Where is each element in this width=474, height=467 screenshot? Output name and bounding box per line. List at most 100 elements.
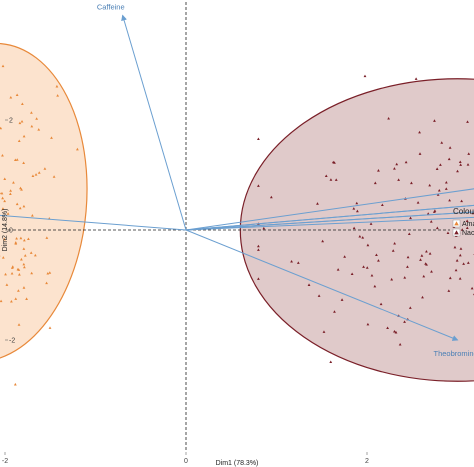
point-nac	[373, 284, 377, 288]
point-nac	[448, 276, 452, 280]
point-amaz	[1, 64, 5, 68]
point-amaz	[22, 265, 26, 269]
point-amaz	[16, 267, 20, 271]
point-nac	[470, 286, 474, 290]
x-axis-title: Dim1 (78.3%)	[216, 460, 259, 467]
point-amaz	[9, 189, 13, 192]
point-amaz	[0, 192, 1, 194]
point-nac	[343, 255, 347, 258]
point-nac	[460, 228, 464, 231]
point-amaz	[5, 283, 9, 286]
point-nac	[444, 180, 448, 184]
point-nac	[321, 239, 325, 243]
point-amaz	[30, 271, 34, 275]
group-ellipses	[0, 42, 474, 382]
point-amaz	[27, 237, 30, 240]
point-nac	[316, 202, 319, 205]
point-nac	[447, 157, 451, 161]
point-nac	[444, 187, 448, 190]
point-amaz	[22, 247, 26, 250]
point-amaz	[56, 94, 60, 97]
legend-title: Colour	[453, 207, 474, 216]
point-nac	[363, 74, 367, 78]
point-nac	[437, 188, 441, 192]
point-amaz	[22, 161, 26, 164]
point-amaz	[10, 271, 14, 275]
point-amaz	[50, 136, 53, 139]
legend: Colour Amaz Nac.	[452, 207, 474, 237]
y-axis-title: Dim2 (14.8%)	[2, 209, 9, 252]
point-amaz	[29, 251, 33, 254]
point-nac	[435, 226, 439, 230]
point-nac	[350, 272, 354, 276]
point-amaz	[0, 191, 4, 195]
point-nac	[440, 141, 444, 144]
point-amaz	[20, 119, 24, 123]
point-amaz	[31, 174, 35, 178]
point-amaz	[30, 111, 33, 114]
point-nac	[257, 277, 260, 280]
point-nac	[365, 266, 369, 269]
point-nac	[333, 310, 336, 313]
point-nac	[322, 330, 326, 333]
point-amaz	[30, 124, 34, 128]
point-amaz	[46, 271, 50, 275]
y-tick-label: -2	[9, 338, 15, 345]
point-nac	[403, 320, 406, 323]
x-tick-label: 2	[365, 458, 369, 465]
point-nac	[429, 220, 433, 223]
point-amaz	[12, 181, 15, 184]
point-nac	[458, 253, 462, 257]
legend-label: Nac.	[462, 230, 474, 237]
point-nac	[269, 195, 273, 199]
point-nac	[422, 274, 426, 278]
point-nac	[421, 295, 424, 299]
point-amaz	[20, 102, 24, 105]
point-amaz	[37, 128, 41, 131]
point-nac	[386, 326, 389, 329]
point-amaz	[19, 257, 23, 261]
point-nac	[361, 236, 365, 239]
point-nac	[418, 152, 422, 155]
point-nac	[395, 162, 399, 166]
point-amaz	[14, 297, 18, 300]
point-nac	[419, 258, 422, 261]
point-nac	[406, 255, 410, 259]
point-amaz	[34, 173, 38, 176]
point-nac	[393, 329, 396, 333]
point-nac	[352, 207, 356, 210]
point-nac	[459, 163, 463, 166]
point-amaz	[6, 212, 10, 215]
point-nac	[393, 241, 397, 245]
point-nac	[329, 178, 333, 181]
label-caffeine: Caffeine	[97, 3, 125, 12]
point-amaz	[43, 167, 47, 170]
point-nac	[387, 116, 391, 120]
point-amaz	[10, 266, 14, 269]
point-nac	[398, 342, 402, 346]
point-amaz	[45, 281, 48, 285]
label-theobromine-caffeine-ratio: Theobromine/caffeine ratio	[434, 349, 474, 358]
point-amaz	[3, 199, 7, 203]
point-nac	[358, 235, 362, 238]
point-amaz	[19, 236, 23, 240]
point-nac	[366, 322, 370, 326]
arrow-procyanidin-c1	[185, 204, 474, 231]
point-nac	[448, 198, 451, 202]
point-amaz	[9, 299, 13, 303]
point-nac	[465, 226, 469, 229]
point-nac	[424, 262, 427, 265]
point-amaz	[52, 175, 56, 178]
point-nac	[257, 248, 260, 251]
point-amaz	[23, 254, 27, 257]
point-nac	[465, 219, 469, 223]
point-nac	[428, 183, 432, 187]
point-nac	[435, 167, 439, 170]
point-nac	[393, 167, 396, 170]
point-amaz	[1, 153, 4, 157]
point-amaz	[22, 286, 26, 289]
arrow-epicatechin	[185, 216, 474, 231]
point-nac	[407, 232, 411, 236]
legend-marker	[454, 221, 459, 226]
